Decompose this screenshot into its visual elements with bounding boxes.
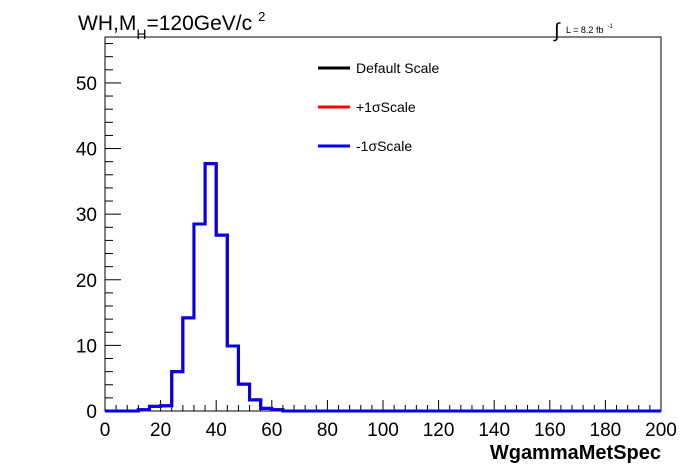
y-tick-label: 30 (76, 205, 97, 226)
x-tick-label: 20 (150, 420, 171, 441)
title-subscript: H (136, 26, 146, 42)
y-tick-label: 0 (86, 402, 97, 423)
y-tick-label: 20 (76, 271, 97, 292)
x-tick-label: 0 (100, 420, 111, 441)
series-line-1 (105, 162, 661, 413)
x-tick-label: 80 (317, 420, 338, 441)
lumi-superscript: -1 (607, 24, 613, 30)
series-layer (105, 162, 661, 413)
x-tick-label: 60 (261, 420, 282, 441)
y-axis: 0 10 20 30 40 50 (76, 43, 121, 423)
title-main: WH,M (78, 12, 136, 35)
x-axis: 0 20 40 60 80 100 120 140 160 180 200 (100, 400, 677, 441)
integral-sign: ∫ (553, 20, 561, 42)
x-tick-label: 100 (367, 420, 399, 441)
lumi-annotation: ∫ L = 8.2 fb -1 (553, 20, 613, 42)
legend-label-minus1sigma: -1σScale (356, 138, 412, 154)
x-tick-label: 140 (478, 420, 510, 441)
title-superscript: 2 (258, 9, 265, 24)
title-tail: =120GeV/c (146, 12, 252, 35)
plot-frame (104, 36, 662, 412)
x-tick-label: 160 (534, 420, 566, 441)
x-tick-label: 180 (590, 420, 622, 441)
y-tick-label: 10 (76, 336, 97, 357)
x-tick-label: 40 (206, 420, 227, 441)
y-tick-label: 50 (76, 74, 97, 95)
series-line-2 (105, 162, 661, 413)
lumi-prefix: L = 8.2 fb (566, 25, 603, 35)
legend-label-default: Default Scale (356, 60, 439, 76)
legend: Default Scale +1σScale -1σScale (318, 60, 439, 154)
lumi-label: L = 8.2 fb -1 (566, 24, 613, 35)
chart-title: WH,MH=120GeV/c 2 (78, 9, 265, 42)
x-axis-title: WgammaMetSpec (490, 442, 661, 464)
series-line-0 (105, 162, 661, 413)
x-tick-label: 120 (423, 420, 455, 441)
x-tick-label: 200 (645, 420, 677, 441)
legend-label-plus1sigma: +1σScale (356, 99, 416, 115)
y-tick-label: 40 (76, 140, 97, 161)
